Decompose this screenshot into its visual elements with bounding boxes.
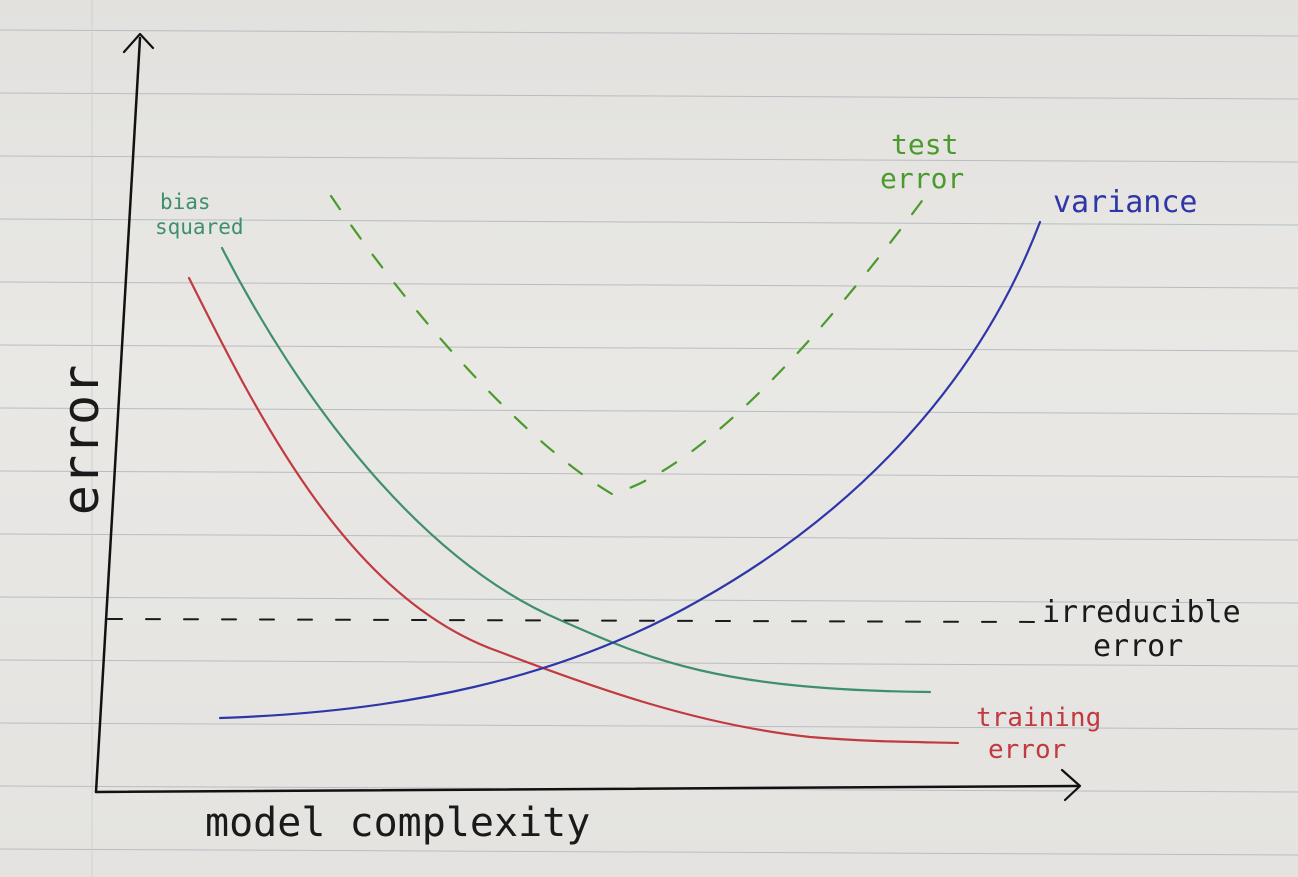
x-axis [94,784,1080,794]
test-error-label-line1: test [891,128,958,161]
ruled-line [0,533,1298,541]
irreducible-label-line2: error [1093,629,1183,664]
variance-curve [218,220,1042,720]
training-error-label-line2: error [988,735,1066,765]
ruled-line [0,659,1298,667]
ruled-line [0,29,1298,37]
test-error-label-line2: error [880,162,964,195]
ruled-lines [0,29,1298,856]
test-error-curve [329,188,932,496]
variance-label: variance [1053,185,1198,220]
training-error-label-line1: training [976,703,1101,733]
x-axis-arrowhead [1060,768,1082,802]
bias-squared-curve [220,246,932,694]
ruled-line [0,470,1298,478]
y-axis-label: error [52,365,110,516]
ruled-line [0,596,1298,604]
ruled-line [0,407,1298,415]
bias-label-line1: bias [160,190,211,214]
irreducible-error-line [107,618,1041,623]
irreducible-label-line1: irreducible [1042,595,1241,630]
ruled-line [0,722,1298,730]
ruled-line [0,155,1298,163]
ruled-line [0,92,1298,100]
y-axis [94,36,142,794]
x-axis-label: model complexity [205,800,590,846]
ruled-line [0,344,1298,352]
training-error-curve [187,276,960,745]
ruled-line [0,218,1298,226]
ruled-line [0,281,1298,289]
y-axis-arrowhead [122,32,155,54]
axes [94,32,1082,802]
ruled-line [0,848,1298,856]
bias-label-line2: squared [155,215,244,239]
